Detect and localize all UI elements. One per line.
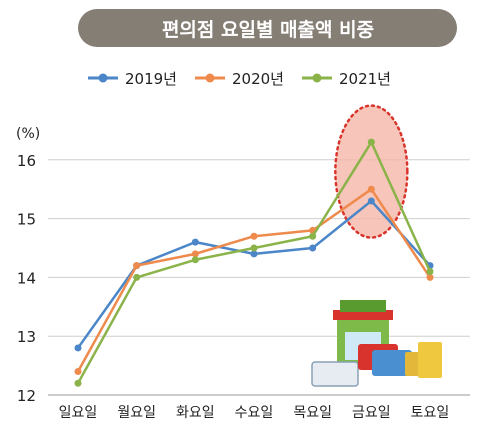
store-sign [340, 300, 386, 312]
highlight-ellipse [334, 104, 409, 239]
x-tick-label: 목요일 [293, 405, 332, 421]
data-point [426, 268, 434, 276]
data-point [367, 197, 375, 205]
y-tick-label: 16 [17, 152, 36, 170]
legend-marker [98, 73, 108, 83]
chart-title: 편의점 요일별 매출액 비중 [162, 19, 374, 41]
data-point [133, 273, 141, 281]
y-tick-label: 12 [17, 387, 36, 405]
coin-stack-right [418, 342, 442, 378]
legend-label: 2020년 [232, 70, 284, 88]
data-point [309, 244, 317, 252]
data-point [426, 273, 434, 281]
y-tick-label: 13 [17, 328, 36, 346]
x-tick-label: 일요일 [59, 405, 98, 421]
data-point [367, 138, 375, 146]
y-tick-label: 15 [17, 211, 36, 229]
data-point [191, 256, 199, 264]
data-point [250, 232, 258, 240]
calculator-icon [311, 361, 359, 387]
legend-marker [312, 73, 322, 83]
data-point [133, 262, 141, 270]
data-point [74, 367, 82, 375]
data-point [309, 232, 317, 240]
legend-label: 2019년 [125, 70, 177, 88]
store-shopping-illustration [311, 300, 442, 387]
data-point [250, 244, 258, 252]
legend-label: 2021년 [339, 70, 391, 88]
x-tick-label: 수요일 [235, 405, 274, 421]
data-point [367, 185, 375, 193]
x-tick-label: 토요일 [411, 405, 450, 421]
data-point [74, 379, 82, 387]
data-point [250, 250, 258, 258]
tick-layer: 12 13 14 15 16 일요일 월요일 화요일 수요일 목요일 금요일 토요일 [17, 152, 449, 421]
y-axis-unit: (%) [16, 126, 40, 142]
series-layer [74, 138, 434, 387]
chart-title-banner [78, 9, 457, 47]
x-tick-label: 금요일 [352, 405, 391, 421]
data-point [191, 238, 199, 246]
legend-marker [205, 73, 215, 83]
data-point [74, 344, 82, 352]
x-tick-label: 화요일 [176, 405, 215, 421]
card-blue-icon [372, 350, 412, 376]
legend: 2019년 2020년 2021년 [88, 70, 391, 88]
highlight-layer [334, 104, 409, 239]
store-awning [333, 310, 393, 320]
y-tick-label: 14 [17, 269, 36, 287]
data-point [191, 250, 199, 258]
x-tick-label: 월요일 [117, 405, 156, 421]
